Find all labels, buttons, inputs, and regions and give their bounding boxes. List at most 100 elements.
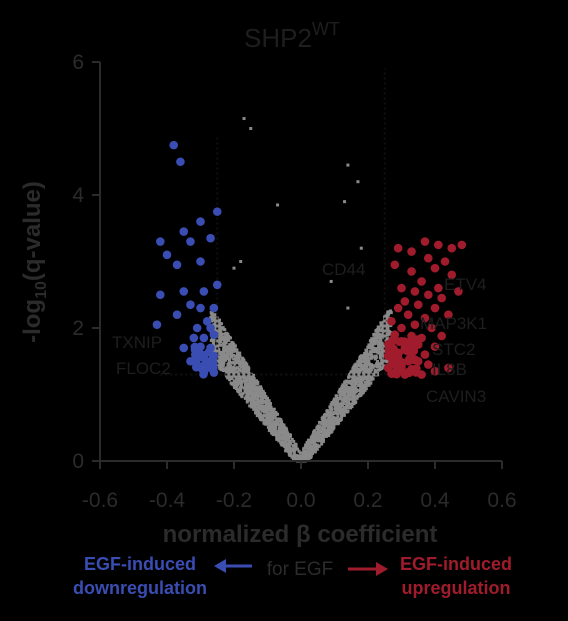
background-point <box>294 442 298 446</box>
downregulated-gene-point <box>179 227 189 236</box>
background-point <box>275 418 279 422</box>
background-point <box>351 389 355 393</box>
downregulated-gene-point <box>189 333 199 343</box>
background-point <box>374 336 378 340</box>
background-point <box>318 439 322 443</box>
background-point <box>314 436 318 440</box>
background-point <box>372 364 376 368</box>
background-point <box>271 429 275 433</box>
background-point <box>256 387 260 391</box>
background-point <box>384 324 388 328</box>
background-point <box>370 337 374 341</box>
background-point <box>320 442 324 446</box>
background-point <box>225 331 229 335</box>
gene-label-right-top-1: CD44 <box>322 260 365 279</box>
background-point <box>358 369 362 373</box>
background-point <box>209 315 213 319</box>
background-point <box>350 382 354 386</box>
background-point <box>386 313 390 317</box>
background-point <box>222 350 226 354</box>
background-point <box>261 391 265 395</box>
background-point <box>233 385 237 389</box>
gene-label-right-3: IL8B <box>432 360 467 379</box>
background-point <box>284 449 288 453</box>
background-point <box>215 324 219 328</box>
background-point <box>259 400 263 404</box>
downregulated-gene-point <box>199 370 208 379</box>
background-point <box>233 357 237 361</box>
background-point <box>359 246 363 250</box>
upregulated-gene-point <box>457 240 467 250</box>
downregulated-gene-point <box>199 333 209 343</box>
background-point <box>232 369 236 373</box>
background-point <box>212 339 216 343</box>
background-point <box>330 424 334 428</box>
background-point <box>351 372 355 376</box>
background-point <box>305 458 309 462</box>
background-point <box>213 319 217 323</box>
background-point <box>243 382 247 386</box>
background-point <box>381 353 385 357</box>
background-point <box>378 353 382 357</box>
background-point <box>217 359 221 363</box>
downregulated-gene-point <box>156 237 165 246</box>
background-point <box>223 328 227 332</box>
background-point <box>387 332 391 336</box>
background-point <box>382 330 386 334</box>
background-point <box>358 377 362 381</box>
background-point <box>215 325 219 329</box>
background-point <box>324 419 328 423</box>
background-point <box>361 390 365 394</box>
background-point <box>249 397 253 401</box>
x-tick-label: -0.6 <box>82 489 118 512</box>
background-point <box>367 383 371 387</box>
background-point <box>380 334 384 338</box>
background-point <box>286 444 290 448</box>
background-point <box>324 429 328 433</box>
background-point <box>351 375 355 379</box>
background-point <box>222 345 226 349</box>
upregulated-gene-point <box>393 303 403 313</box>
background-point <box>368 339 372 343</box>
background-point <box>217 356 221 360</box>
background-point <box>330 418 334 422</box>
background-point <box>213 322 217 326</box>
background-point <box>252 394 256 398</box>
background-point <box>272 407 276 411</box>
background-point <box>239 375 243 379</box>
background-point <box>230 350 234 354</box>
background-point <box>381 347 385 351</box>
background-point <box>304 452 308 456</box>
background-point <box>228 343 232 347</box>
upregulated-gene-point <box>420 237 430 246</box>
background-point <box>356 364 360 368</box>
background-point <box>356 368 360 372</box>
background-point <box>237 358 241 362</box>
background-point <box>275 437 279 441</box>
background-point <box>291 455 295 459</box>
background-point <box>241 361 245 365</box>
background-point <box>366 345 370 349</box>
background-point <box>309 435 313 439</box>
background-point <box>233 374 237 378</box>
background-point <box>228 346 232 350</box>
background-point <box>354 364 358 368</box>
background-point <box>308 444 312 448</box>
background-point <box>380 360 384 364</box>
background-point <box>374 347 378 351</box>
background-point <box>349 397 353 401</box>
background-point <box>294 457 298 461</box>
background-point <box>386 325 390 329</box>
background-point <box>265 420 269 424</box>
background-point <box>225 339 229 343</box>
background-point <box>251 375 255 379</box>
gene-label-right-4: CAVIN3 <box>426 387 486 406</box>
background-point <box>213 324 217 328</box>
background-point <box>288 447 292 451</box>
upregulated-gene-point <box>410 320 420 329</box>
background-point <box>369 356 373 360</box>
background-point <box>293 454 297 458</box>
background-point <box>238 392 242 396</box>
background-point <box>359 364 363 368</box>
background-point <box>227 344 231 348</box>
